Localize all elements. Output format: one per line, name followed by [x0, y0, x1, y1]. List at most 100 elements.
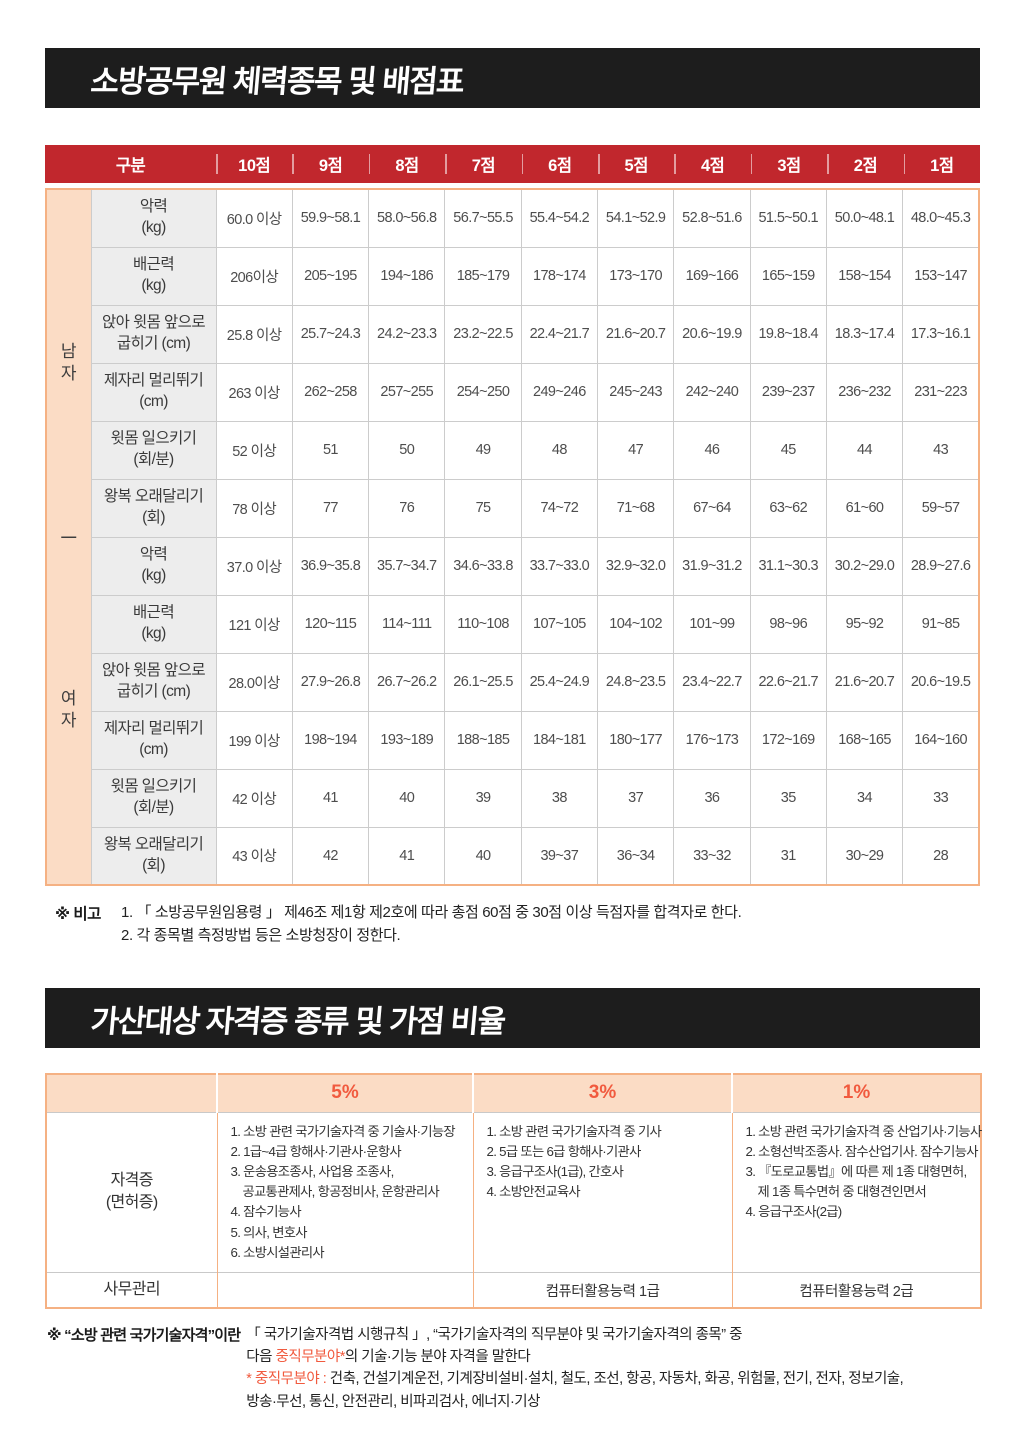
table-row: 앉아 윗몸 앞으로 굽히기 (cm) 28.0이상 27.9~26.8 26.7~26… — [46, 652, 980, 712]
certificate-list-line: 2. 5급 또는 6급 항해사·기관사 — [486, 1143, 642, 1159]
gender-divider: — — [61, 528, 77, 546]
gender-label-male: 남자 — [60, 341, 77, 384]
score-value: 206이상 — [215, 246, 293, 306]
row-label: 윗몸 일으키기 (회/분) — [90, 420, 217, 480]
table-row: 배근력 (kg) 206이상 205~195 194~186 185~179 178~17… — [46, 246, 980, 306]
row-label: 제자리 멀리뛰기 (cm) — [90, 710, 217, 770]
row-label: 악력 (kg) — [90, 536, 217, 596]
score-value: 41 — [291, 768, 370, 828]
score-value: 24.8~23.5 — [596, 652, 675, 712]
row-label: 왕복 오래달리기 (회) — [90, 478, 217, 538]
row-label: 제자리 멀리뛰기 (cm) — [90, 362, 217, 422]
percent-header-3: 3% — [472, 1074, 732, 1113]
percent-header-5: 5% — [216, 1074, 473, 1113]
certificate-list-line: 6. 소방시설관리사 — [230, 1244, 325, 1260]
table-row: 윗몸 일으키기 (회/분) 42 이상 41 40 39 38 37 36 35 34 33 — [46, 768, 980, 828]
score-value: 198~194 — [291, 710, 370, 770]
header-score-8: 8점 — [368, 145, 445, 183]
score-value: 239~237 — [749, 362, 827, 422]
score-value: 63~62 — [749, 478, 827, 538]
row-label: 왕복 오래달리기 (회) — [90, 826, 217, 886]
section2-title-banner: 가산대상 자격증 종류 및 가점 비율 — [45, 988, 980, 1048]
score-value: 42 이상 — [215, 768, 293, 828]
footnote-line: * 중직무분야 : 건축, 건설기계운전, 기계장비설비·설치, 철도, 조선,… — [246, 1368, 903, 1390]
score-value: 254~250 — [444, 362, 522, 422]
office-skill-cell: 컴퓨터활용능력 1급 — [472, 1271, 732, 1309]
score-value: 231~223 — [902, 362, 980, 422]
table-row: 앉아 윗몸 앞으로 굽히기 (cm) 25.8 이상 25.7~24.3 24.2~2… — [46, 304, 980, 364]
table-row: 배근력 (kg) 121 이상 120~115 114~111 110~108 107~1… — [46, 594, 980, 654]
score-value: 18.3~17.4 — [825, 304, 904, 364]
remark-line: 2. 각 종목별 측정방법 등은 소방청장이 정한다. — [121, 926, 401, 944]
score-table-header-row: 구분 10점 9점 8점 7점 6점 5점 4점 3점 2점 1점 — [45, 145, 980, 183]
header-score-2: 2점 — [827, 145, 903, 183]
score-value: 242~240 — [673, 362, 751, 422]
score-value: 20.6~19.5 — [902, 652, 980, 712]
score-value: 37.0 이상 — [215, 536, 293, 596]
table-row: 악력 (kg) 37.0 이상 36.9~35.8 35.7~34.7 34.6~33.… — [46, 536, 980, 596]
section2-title: 가산대상 자격증 종류 및 가점 비율 — [89, 1003, 507, 1039]
header-score-7: 7점 — [445, 145, 521, 183]
fitness-score-table: 남자 — 여자 악력 (kg) 60.0 이상 59.9~58.1 58.0~56.8 56.… — [45, 188, 980, 886]
score-value: 39~37 — [520, 826, 598, 886]
table-row: 윗몸 일으키기 (회/분) 52 이상 51 50 49 48 47 46 45 44 43 — [46, 420, 980, 480]
score-value: 50 — [368, 420, 446, 480]
score-value: 67~64 — [673, 478, 751, 538]
score-value: 51 — [291, 420, 370, 480]
score-value: 48.0~45.3 — [902, 188, 980, 248]
score-value: 21.6~20.7 — [825, 652, 904, 712]
row-label: 윗몸 일으키기 (회/분) — [90, 768, 217, 828]
certificate-list-line: 1. 소방 관련 국가기술자격 중 기사 — [486, 1123, 662, 1139]
table-row: 왕복 오래달리기 (회) 78 이상 77 76 75 74~72 71~68 67~64 63… — [46, 478, 980, 538]
score-value: 36~34 — [596, 826, 675, 886]
footnote-text: 방송·무선, 통신, 안전관리, 비파괴검사, 에너지·기상 — [246, 1393, 540, 1410]
score-value: 49 — [444, 420, 522, 480]
score-value: 168~165 — [825, 710, 904, 770]
remark-lines: 1. 「 소방공무원임용령 」 제46조 제1항 제2호에 따라 총점 60점 … — [121, 902, 742, 947]
score-value: 56.7~55.5 — [444, 188, 522, 248]
footnote-text: 「 국가기술자격법 시행규칙 」, “국가기술자격의 직무분야 및 국가기술자격… — [246, 1327, 742, 1344]
score-value: 31.1~30.3 — [749, 536, 827, 596]
score-value: 51.5~50.1 — [749, 188, 827, 248]
remark-block: ※ 비고 1. 「 소방공무원임용령 」 제46조 제1항 제2호에 따라 총점… — [45, 902, 980, 947]
percent-header-row: 5% 3% 1% — [46, 1074, 981, 1113]
score-value: 178~174 — [520, 246, 598, 306]
percent-header-1: 1% — [731, 1074, 981, 1113]
score-value: 54.1~52.9 — [596, 188, 675, 248]
score-value: 52.8~51.6 — [673, 188, 751, 248]
certificate-list-cell: 1. 소방 관련 국가기술자격 중 기술사·기능장 2. 1급~4급 항해사·기관… — [216, 1112, 473, 1273]
office-skill-cell: 컴퓨터활용능력 2급 — [731, 1271, 981, 1309]
score-value: 236~232 — [825, 362, 904, 422]
score-value: 101~99 — [673, 594, 751, 654]
certificate-list-cell: 1. 소방 관련 국가기술자격 중 산업기사·기능사 2. 소형선박조종사. 잠수… — [731, 1112, 982, 1273]
score-value: 22.6~21.7 — [749, 652, 827, 712]
certificate-list-line: 4. 소방안전교육사 — [486, 1184, 581, 1200]
score-value: 71~68 — [596, 478, 675, 538]
score-value: 104~102 — [596, 594, 675, 654]
table-row: 남자 — 여자 악력 (kg) 60.0 이상 59.9~58.1 58.0~56.8 56.… — [45, 188, 980, 886]
score-value: 28 — [902, 826, 980, 886]
score-value: 30~29 — [825, 826, 904, 886]
score-value: 185~179 — [444, 246, 522, 306]
score-value: 194~186 — [368, 246, 446, 306]
score-value: 44 — [825, 420, 904, 480]
row-label: 배근력 (kg) — [90, 594, 217, 654]
score-value: 21.6~20.7 — [596, 304, 675, 364]
score-value: 263 이상 — [215, 362, 293, 422]
gender-label-female: 여자 — [60, 688, 77, 731]
section1-title-banner: 소방공무원 체력종목 및 배점표 — [45, 48, 980, 108]
header-score-9: 9점 — [292, 145, 368, 183]
score-value: 17.3~16.1 — [902, 304, 980, 364]
score-value: 36.9~35.8 — [291, 536, 370, 596]
score-value: 188~185 — [444, 710, 522, 770]
score-value: 33~32 — [673, 826, 751, 886]
score-value: 39 — [444, 768, 522, 828]
header-score-1: 1점 — [903, 145, 980, 183]
header-score-10: 10점 — [216, 145, 292, 183]
header-gubun: 구분 — [115, 157, 146, 175]
score-value: 59.9~58.1 — [291, 188, 370, 248]
score-value: 31 — [749, 826, 827, 886]
score-value: 193~189 — [368, 710, 446, 770]
score-value: 45 — [749, 420, 827, 480]
table-row: 자격증 (면허증) 1. 소방 관련 국가기술자격 중 기술사·기능장 2. 1급~… — [46, 1112, 982, 1273]
